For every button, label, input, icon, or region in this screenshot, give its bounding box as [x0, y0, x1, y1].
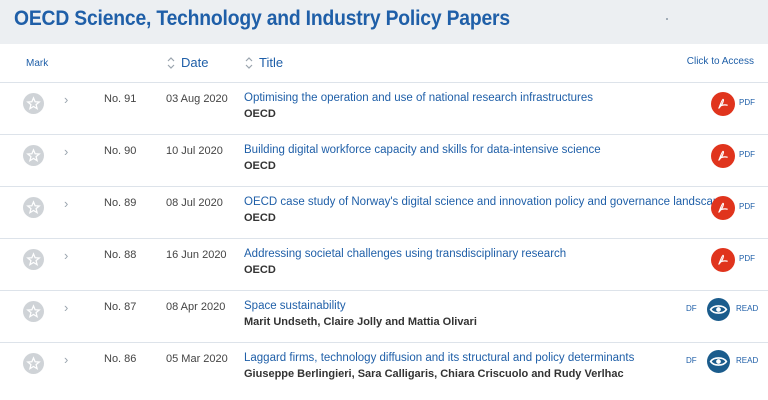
chevron-right-icon[interactable]: › [64, 300, 69, 315]
paper-date: 03 Aug 2020 [166, 93, 228, 105]
pdf-label[interactable]: PDF [739, 150, 755, 159]
table-row: › No. 90 10 Jul 2020 Building digital wo… [0, 134, 768, 187]
read-label[interactable]: READ [736, 304, 759, 313]
page-header-bar: OECD Science, Technology and Industry Po… [0, 0, 768, 44]
paper-author: OECD [244, 212, 276, 224]
paper-number: No. 91 [104, 93, 137, 105]
column-header-access: Click to Access [686, 56, 754, 67]
paper-date: 10 Jul 2020 [166, 145, 223, 157]
table-row: › No. 87 08 Apr 2020 Space sustainabilit… [0, 290, 768, 343]
paper-number: No. 86 [104, 353, 137, 365]
column-header-title[interactable]: Title [244, 55, 283, 70]
page-title: OECD Science, Technology and Industry Po… [14, 7, 510, 30]
paper-author: OECD [244, 160, 276, 172]
sort-icon [167, 57, 175, 69]
mark-star-button[interactable] [23, 197, 44, 218]
chevron-right-icon[interactable]: › [64, 144, 69, 159]
paper-author: OECD [244, 108, 276, 120]
paper-title-link[interactable]: Addressing societal challenges using tra… [244, 248, 567, 260]
paper-title-link[interactable]: Space sustainability [244, 300, 346, 312]
star-icon [26, 252, 41, 267]
paper-title-link[interactable]: OECD case study of Norway's digital scie… [244, 196, 726, 208]
pdf-label-partial[interactable]: DF [686, 356, 697, 365]
eye-icon [709, 357, 728, 366]
pdf-icon [718, 150, 728, 161]
table-row: › No. 89 08 Jul 2020 OECD case study of … [0, 186, 768, 239]
pdf-label[interactable]: PDF [739, 202, 755, 211]
column-header-mark: Mark [26, 58, 49, 69]
mark-star-button[interactable] [23, 301, 44, 322]
paper-number: No. 87 [104, 301, 137, 313]
pdf-button[interactable] [711, 92, 735, 116]
column-header-date[interactable]: Date [166, 55, 208, 70]
sort-icon [245, 57, 253, 69]
read-button[interactable] [707, 350, 730, 373]
table-header: Mark Date Title Click to Access [0, 44, 768, 82]
pdf-label[interactable]: PDF [739, 254, 755, 263]
paper-date: 08 Jul 2020 [166, 197, 223, 209]
chevron-right-icon[interactable]: › [64, 196, 69, 211]
mark-star-button[interactable] [23, 353, 44, 374]
header-dot [666, 18, 668, 20]
pdf-label-partial[interactable]: DF [686, 304, 697, 313]
star-icon [26, 148, 41, 163]
pdf-icon [718, 98, 728, 109]
paper-date: 08 Apr 2020 [166, 301, 226, 313]
paper-author: Giuseppe Berlingieri, Sara Calligaris, C… [244, 368, 624, 380]
eye-icon [709, 305, 728, 314]
paper-date: 05 Mar 2020 [166, 353, 228, 365]
pdf-button[interactable] [711, 248, 735, 272]
star-icon [26, 96, 41, 111]
read-label[interactable]: READ [736, 356, 759, 365]
paper-author: OECD [244, 264, 276, 276]
pdf-icon [718, 202, 728, 213]
column-header-title-label: Title [259, 55, 284, 70]
paper-title-link[interactable]: Laggard firms, technology diffusion and … [244, 352, 635, 364]
star-icon [26, 200, 41, 215]
paper-number: No. 90 [104, 145, 137, 157]
paper-number: No. 89 [104, 197, 137, 209]
mark-star-button[interactable] [23, 249, 44, 270]
chevron-right-icon[interactable]: › [64, 248, 69, 263]
column-header-date-label: Date [181, 55, 209, 70]
pdf-button[interactable] [711, 144, 735, 168]
chevron-right-icon[interactable]: › [64, 352, 69, 367]
paper-title-link[interactable]: Building digital workforce capacity and … [244, 144, 601, 156]
mark-star-button[interactable] [23, 145, 44, 166]
paper-number: No. 88 [104, 249, 137, 261]
star-icon [26, 356, 41, 371]
star-icon [26, 304, 41, 319]
table-row: › No. 91 03 Aug 2020 Optimising the oper… [0, 82, 768, 135]
table-row: › No. 88 16 Jun 2020 Addressing societal… [0, 238, 768, 291]
pdf-button[interactable] [711, 196, 735, 220]
chevron-right-icon[interactable]: › [64, 92, 69, 107]
pdf-icon [718, 254, 728, 265]
paper-title-link[interactable]: Optimising the operation and use of nati… [244, 92, 594, 104]
paper-date: 16 Jun 2020 [166, 249, 227, 261]
paper-author: Marit Undseth, Claire Jolly and Mattia O… [244, 316, 477, 328]
table-row: › No. 86 05 Mar 2020 Laggard firms, tech… [0, 342, 768, 395]
pdf-label[interactable]: PDF [739, 98, 755, 107]
mark-star-button[interactable] [23, 93, 44, 114]
read-button[interactable] [707, 298, 730, 321]
